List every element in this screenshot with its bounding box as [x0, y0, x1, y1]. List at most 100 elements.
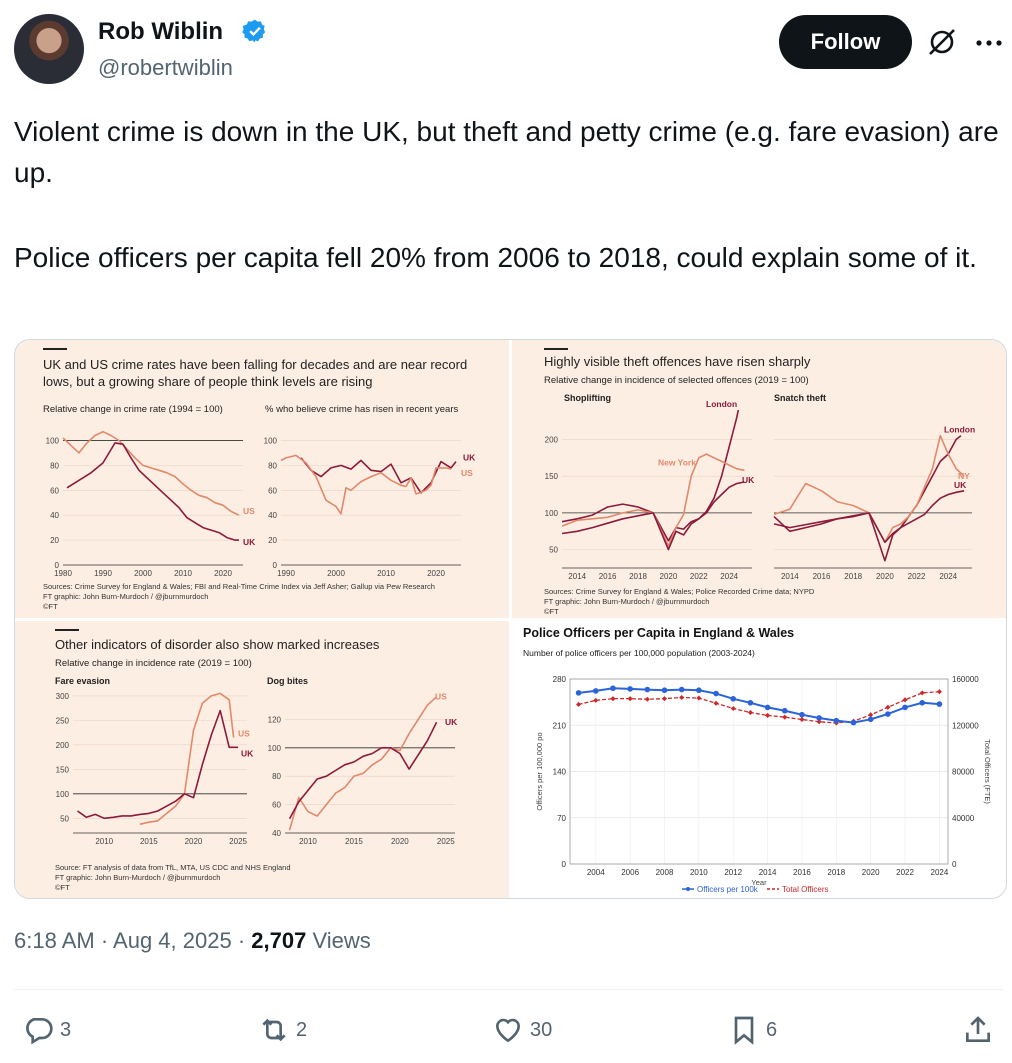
panel-disorder-svg: Other indicators of disorder also show m… [55, 629, 458, 892]
panel-police-officers: Police Officers per Capita in England & … [512, 621, 1006, 898]
tweet-image[interactable]: UK and US crime rates have been falling … [14, 339, 1007, 899]
bookmark-icon [734, 1016, 754, 1045]
y-tick-label: 100 [46, 436, 60, 445]
officers-per-100k-point [627, 686, 633, 692]
series-line-uk [773, 490, 965, 544]
officers-per-100k-point [730, 696, 737, 702]
officers-per-100k-point [661, 687, 668, 694]
tweet-meta: 6:18 AM · Aug 4, 2025 · 2,707 Views [14, 928, 371, 954]
x-tick-label: 2015 [140, 837, 158, 846]
x-tick-label: 2020 [862, 868, 880, 877]
y-tick-label: 50 [60, 814, 69, 823]
x-tick-label: 2020 [391, 837, 409, 846]
y-tick-label: 70 [557, 814, 566, 823]
follow-button[interactable]: Follow [779, 15, 912, 69]
officers-per-100k-point [696, 687, 702, 694]
y-tick-label: 150 [545, 472, 559, 481]
panel2-credit: FT graphic: John Burn-Murdoch / @jburnmu… [544, 597, 709, 606]
x-tick-label: 1990 [94, 569, 112, 578]
series-line-uk [561, 481, 745, 551]
series-line-uk [288, 721, 438, 820]
panel-theft-svg: Highly visible theft offences have risen… [544, 348, 975, 616]
reply-count: 3 [60, 1018, 72, 1041]
total-officers-point [661, 696, 668, 702]
panel1-left-subtitle: Relative change in crime rate (1994 = 10… [43, 404, 223, 415]
author-handle[interactable]: @robertwiblin [98, 55, 233, 80]
share-button[interactable] [962, 1014, 994, 1050]
total-officers-point [782, 714, 788, 720]
x-tick-label: 2025 [437, 837, 455, 846]
panel3-credit: FT graphic: John Burn-Murdoch / @jburnmu… [55, 873, 220, 882]
like-count: 30 [530, 1018, 553, 1041]
officers-per-100k-point [936, 701, 943, 707]
total-officers-point [696, 695, 702, 701]
avatar[interactable] [14, 14, 84, 84]
y-tick-label: 0 [273, 561, 278, 570]
x-tick-label: 1990 [277, 569, 295, 578]
views-count: 2,707 [251, 928, 307, 953]
repost-button[interactable]: 2 [258, 1014, 307, 1050]
officers-per-100k-point [747, 699, 754, 706]
legend-marker-officers [686, 887, 690, 891]
tweet-timestamp[interactable]: 6:18 AM · Aug 4, 2025 · [14, 928, 252, 953]
police-officers-chart: 0 70 140 210 280 0 40000 80000 120000 160000 2004 2… [535, 675, 992, 894]
total-officers-point [576, 701, 582, 707]
x-tick-label: 2022 [896, 868, 914, 877]
y-tick-label: 200 [56, 741, 70, 750]
series-label: UK [243, 537, 256, 547]
verified-badge-icon [242, 19, 266, 43]
series-label: UK [241, 748, 254, 758]
bookmark-button[interactable]: 6 [728, 1014, 777, 1050]
ft-rule [43, 348, 67, 350]
series-label: US [238, 729, 250, 739]
panel3-title: Other indicators of disorder also show m… [55, 637, 380, 652]
series-line-uk [300, 457, 457, 494]
series-label: London [706, 399, 737, 409]
total-officers-point [902, 697, 908, 703]
x-tick-label: 2008 [656, 868, 674, 877]
series-label: NY [958, 471, 970, 481]
y-tick-label: 60 [50, 486, 59, 495]
panel2-title: Highly visible theft offences have risen… [544, 354, 811, 369]
police-chart-subtitle: Number of police officers per 100,000 po… [523, 648, 755, 658]
x-tick-label: 2010 [690, 868, 708, 877]
views-label: Views [306, 928, 371, 953]
panel1-credit: FT graphic: John Burn-Murdoch / @jburnmu… [43, 592, 208, 601]
x-tick-label: 2000 [134, 569, 152, 578]
panel-crime-rates-svg: UK and US crime rates have been falling … [43, 348, 476, 611]
reply-button[interactable]: 3 [22, 1014, 71, 1050]
officers-per-100k-point [850, 719, 857, 726]
officers-per-100k-point [713, 690, 719, 697]
grok-icon[interactable] [926, 26, 958, 58]
series-line-uk [66, 442, 239, 541]
like-button[interactable]: 30 [492, 1014, 552, 1050]
x-tick-label: 2010 [174, 569, 192, 578]
officers-per-100k-point [867, 716, 874, 723]
x-tick-label: 2010 [95, 837, 113, 846]
y-tick-label: 60 [272, 801, 281, 810]
officers-per-100k-point [610, 685, 616, 692]
y-tick-label: 60 [268, 486, 277, 495]
y-tick-label: 0 [562, 860, 567, 869]
panel-theft: Highly visible theft offences have risen… [512, 340, 1006, 618]
panel1-sources: Sources: Crime Survey for England & Wale… [43, 582, 435, 591]
shoplifting-label: Shoplifting [564, 393, 611, 403]
officers-per-100k-point [575, 690, 582, 696]
reply-icon [26, 1018, 53, 1045]
dog-bites-label: Dog bites [267, 676, 308, 686]
crime-rate-chart: 0 20 40 60 80 100 1980 1990 2000 2010 2020 US UK [46, 430, 256, 578]
y-tick-label: 40 [268, 511, 277, 520]
image-divider-horizontal [15, 618, 1006, 621]
y2-tick-label: 80000 [952, 768, 975, 777]
series-label: London [944, 425, 975, 435]
y-tick-label: 280 [553, 675, 567, 684]
more-icon[interactable] [974, 38, 1004, 48]
panel2-sources: Sources: Crime Survey for England & Wale… [544, 587, 815, 596]
total-officers-point [644, 696, 650, 702]
author-name[interactable]: Rob Wiblin [98, 18, 224, 45]
x-tick-label: 2006 [621, 868, 639, 877]
total-officers-point [679, 694, 685, 701]
shoplifting-chart: 50 100 150 200 2014 2016 2018 2020 2022 2024 Londo… [545, 399, 755, 581]
y2-tick-label: 160000 [952, 675, 979, 684]
x-tick-label: 2020 [876, 572, 894, 581]
